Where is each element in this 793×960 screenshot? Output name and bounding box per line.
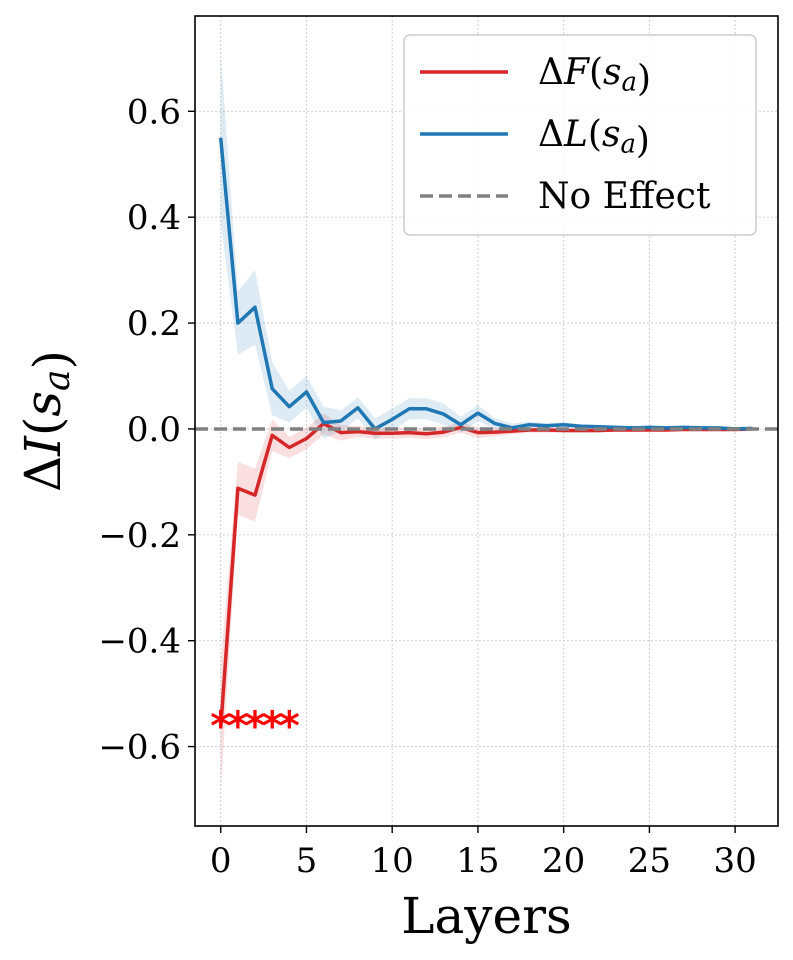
axis-ticks: 0 5 10 15 20 25 30 0.6 0.4 0.2 0.0 −0.2 −0.4 −0.6 bbox=[98, 92, 756, 881]
x-tick-label-3: 15 bbox=[456, 841, 499, 881]
legend: ΔF(sa) ΔL(sa) No Effect bbox=[403, 34, 757, 236]
significance-star-3: * bbox=[262, 703, 283, 749]
x-tick-label-2: 10 bbox=[371, 841, 414, 881]
y-tick-label-5: −0.4 bbox=[98, 622, 181, 662]
x-tick-label-4: 20 bbox=[542, 841, 585, 881]
y-tick-label-0: 0.6 bbox=[127, 92, 181, 132]
series-band-1 bbox=[220, 53, 753, 440]
y-tick-label-6: −0.6 bbox=[98, 728, 181, 768]
significance-star-4: * bbox=[279, 703, 300, 749]
plot-frame bbox=[194, 15, 779, 827]
significance-markers: ***** bbox=[210, 703, 300, 749]
legend-label-2: No Effect bbox=[538, 176, 711, 217]
legend-label-1: ΔL(sa) bbox=[538, 114, 650, 161]
significance-star-2: * bbox=[245, 703, 266, 749]
x-axis-title: Layers bbox=[401, 887, 571, 945]
y-tick-label-2: 0.2 bbox=[127, 304, 181, 344]
series-lines bbox=[195, 137, 778, 729]
x-tick-label-6: 30 bbox=[713, 841, 756, 881]
x-tick-label-0: 0 bbox=[210, 841, 232, 881]
y-tick-label-1: 0.4 bbox=[127, 198, 181, 238]
confidence-bands bbox=[220, 53, 753, 792]
x-tick-label-5: 25 bbox=[628, 841, 671, 881]
legend-box bbox=[403, 34, 757, 236]
legend-label-0: ΔF(sa) bbox=[538, 52, 651, 99]
significance-star-1: * bbox=[227, 703, 248, 749]
significance-star-0: * bbox=[210, 703, 231, 749]
series-band-0 bbox=[220, 413, 753, 792]
y-tick-label-4: −0.2 bbox=[98, 516, 181, 556]
y-axis-title: ΔI(sa) bbox=[14, 350, 81, 492]
x-tick-label-1: 5 bbox=[296, 841, 318, 881]
y-tick-label-3: 0.0 bbox=[127, 410, 181, 450]
